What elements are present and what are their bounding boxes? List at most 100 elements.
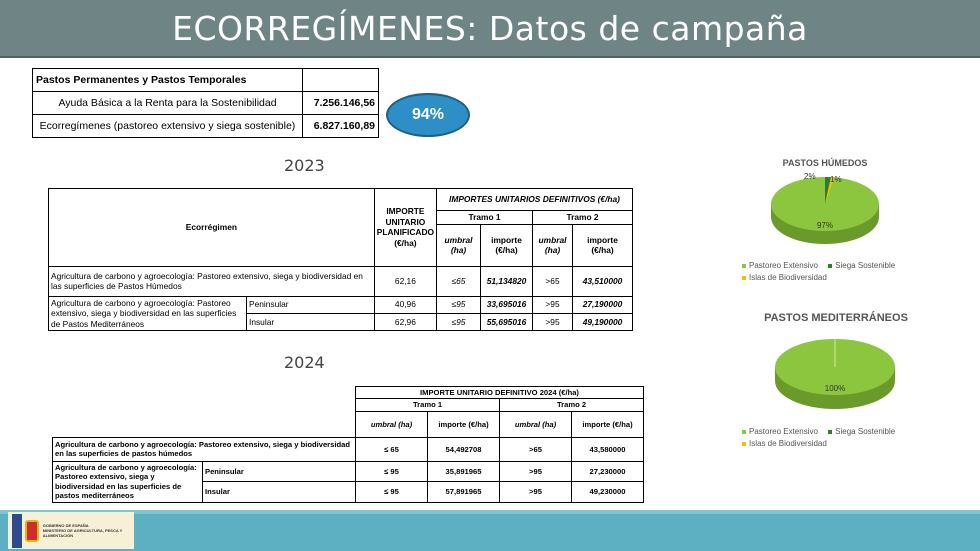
cell-umbral: >65	[532, 265, 573, 297]
cell-importe: 33,695016	[480, 295, 533, 314]
importe-header: importe (€/ha)	[571, 410, 644, 438]
table-row: Agricultura de carbono y agroecología: P…	[52, 436, 644, 462]
pie-humedos-label-a: 97%	[817, 221, 833, 230]
pie-mediterraneos-legend: Pastoreo Extensivo Siega Sostenible Isla…	[742, 426, 942, 450]
ministry-logo: GOBIERNO DE ESPAÑA MINISTERIO DE AGRICUL…	[8, 512, 134, 549]
cell-umbral: ≤95	[436, 312, 481, 332]
table-row: Ecorregímenes (pastoreo extensivo y sieg…	[32, 114, 379, 138]
cell-umbral: >95	[499, 460, 572, 483]
table-row: Agricultura de carbono y agroecología: P…	[48, 295, 633, 331]
year-2024-label: 2024	[284, 353, 325, 372]
cell-umbral: ≤65	[436, 265, 481, 297]
legend-label: Siega Sostenible	[835, 261, 896, 270]
pie-humedos-label-c: 1%	[830, 175, 842, 184]
cell-importe: 55,695016	[480, 312, 533, 332]
tramo2-header: Tramo 2	[499, 398, 644, 412]
cell-plan: 62,16	[373, 265, 438, 297]
importe-header: importe (€/ha)	[427, 410, 500, 438]
col-importe-planificado: IMPORTE UNITARIO PLANIFICADO (€/ha)	[373, 188, 438, 267]
summary-header: Pastos Permanentes y Pastos Temporales	[32, 68, 303, 92]
pie-mediterraneos-label-a: 100%	[825, 384, 845, 393]
col-ecorregimen: Ecorrégimen	[48, 188, 375, 267]
importe-header: importe (€/ha)	[572, 223, 633, 267]
cell-sub: Insular	[202, 481, 356, 503]
cell-importe: 27,230000	[571, 460, 644, 483]
pie-humedos-slice-islas	[825, 177, 834, 204]
umbral-header: umbral (ha)	[499, 410, 572, 438]
logo-line2: MINISTERIO DE AGRICULTURA, PESCA Y ALIME…	[42, 528, 123, 538]
footer-band	[0, 510, 980, 551]
legend-label: Islas de Biodiversidad	[749, 273, 827, 282]
logo-line1: GOBIERNO DE ESPAÑA	[42, 523, 89, 528]
summary-value: 6.827.160,89	[302, 114, 379, 138]
cell-umbral: ≤95	[436, 295, 481, 314]
umbral-header: umbral (ha)	[355, 410, 428, 438]
cell-importe: 57,891965	[427, 481, 500, 503]
pie-humedos-label-b: 2%	[804, 172, 816, 181]
tramo2-header: Tramo 2	[532, 210, 633, 225]
slide-title: ECORREGÍMENES: Datos de campaña	[172, 8, 808, 48]
table-row: Tramo 1 Tramo 2	[53, 398, 644, 412]
legend-label: Pastoreo Extensivo	[749, 427, 818, 436]
cell-importe: 49,190000	[572, 312, 633, 332]
summary-table: Pastos Permanentes y Pastos Temporales A…	[32, 68, 379, 138]
year-2023-label: 2023	[284, 156, 325, 175]
table-row: Insular ≤ 95 57,891965 >95 49,230000	[53, 481, 644, 503]
table-row: Tramo 1 Tramo 2	[49, 210, 633, 225]
table-row: Agricultura de carbono y agroecología: P…	[48, 265, 633, 297]
table-row: Ayuda Básica a la Renta para la Sostenib…	[32, 91, 379, 115]
coat-of-arms-icon	[24, 519, 39, 542]
cell-umbral: >95	[499, 481, 572, 503]
cell-sub: Peninsular	[202, 460, 356, 483]
logo-text: GOBIERNO DE ESPAÑA MINISTERIO DE AGRICUL…	[43, 523, 134, 538]
cell-importe: 43,580000	[571, 436, 644, 462]
summary-label: Ayuda Básica a la Renta para la Sostenib…	[32, 91, 303, 115]
legend-label: Siega Sostenible	[835, 427, 896, 436]
cell-umbral: >95	[532, 295, 573, 314]
row-group-label: Agricultura de carbono y agroecología: P…	[52, 460, 203, 503]
col-importes-definitivos: IMPORTES UNITARIOS DEFINITIVOS (€/ha)	[436, 188, 633, 211]
row-label: Agricultura de carbono y agroecología: P…	[48, 265, 375, 297]
table-row: Pastos Permanentes y Pastos Temporales	[32, 68, 379, 92]
table-row: Insular 62,96 ≤95 55,695016 >95 49,19000…	[49, 312, 633, 332]
importe-header: importe (€/ha)	[480, 223, 533, 267]
cell-plan: 40,96	[373, 295, 438, 314]
cell-importe: 43,510000	[572, 265, 633, 297]
pie-mediterraneos-chart: 100%	[775, 339, 895, 409]
cell-umbral: >95	[532, 312, 573, 332]
pie-humedos-slice-siega	[825, 176, 831, 204]
summary-header-empty	[302, 68, 379, 92]
cell-umbral: ≤ 65	[355, 436, 428, 462]
legend-label: Pastoreo Extensivo	[749, 261, 818, 270]
tramo1-header: Tramo 1	[355, 398, 500, 412]
row-group-label: Agricultura de carbono y agroecología: P…	[48, 295, 247, 331]
cell-umbral: ≤ 95	[355, 481, 428, 503]
cell-importe: 27,190000	[572, 295, 633, 314]
row-label: Agricultura de carbono y agroecología: P…	[52, 436, 356, 462]
table-row: umbral (ha) importe (€/ha) umbral (ha) i…	[53, 410, 644, 438]
cell-importe: 51,134820	[480, 265, 533, 297]
pie-humedos-title: PASTOS HÚMEDOS	[782, 158, 868, 168]
table-2024: IMPORTE UNITARIO DEFINITIVO 2024 (€/ha) …	[52, 385, 644, 503]
importe-2024-header: IMPORTE UNITARIO DEFINITIVO 2024 (€/ha)	[355, 385, 644, 400]
tramo1-header: Tramo 1	[436, 210, 533, 225]
pie-humedos-chart: 97% 2% 1%	[771, 172, 879, 244]
cell-umbral: >65	[499, 436, 572, 462]
percentage-badge: 94%	[386, 93, 470, 137]
umbral-header: umbral (ha)	[532, 223, 573, 267]
table-2024-corner	[52, 386, 356, 438]
cell-sub: Peninsular	[246, 295, 375, 314]
cell-umbral: ≤ 95	[355, 460, 428, 483]
legend-label: Islas de Biodiversidad	[749, 439, 827, 448]
table-row: IMPORTE UNITARIO DEFINITIVO 2024 (€/ha)	[52, 385, 644, 438]
flag-icon	[12, 513, 22, 548]
cell-importe: 49,230000	[571, 481, 644, 503]
cell-importe: 35,891965	[427, 460, 500, 483]
umbral-header: umbral (ha)	[436, 223, 481, 267]
summary-value: 7.256.146,56	[302, 91, 379, 115]
cell-sub: Insular	[246, 312, 375, 332]
table-2023: Ecorrégimen IMPORTE UNITARIO PLANIFICADO…	[48, 188, 633, 332]
pie-humedos-legend: Pastoreo Extensivo Siega Sostenible Isla…	[742, 260, 912, 284]
summary-label: Ecorregímenes (pastoreo extensivo y sieg…	[32, 114, 303, 138]
